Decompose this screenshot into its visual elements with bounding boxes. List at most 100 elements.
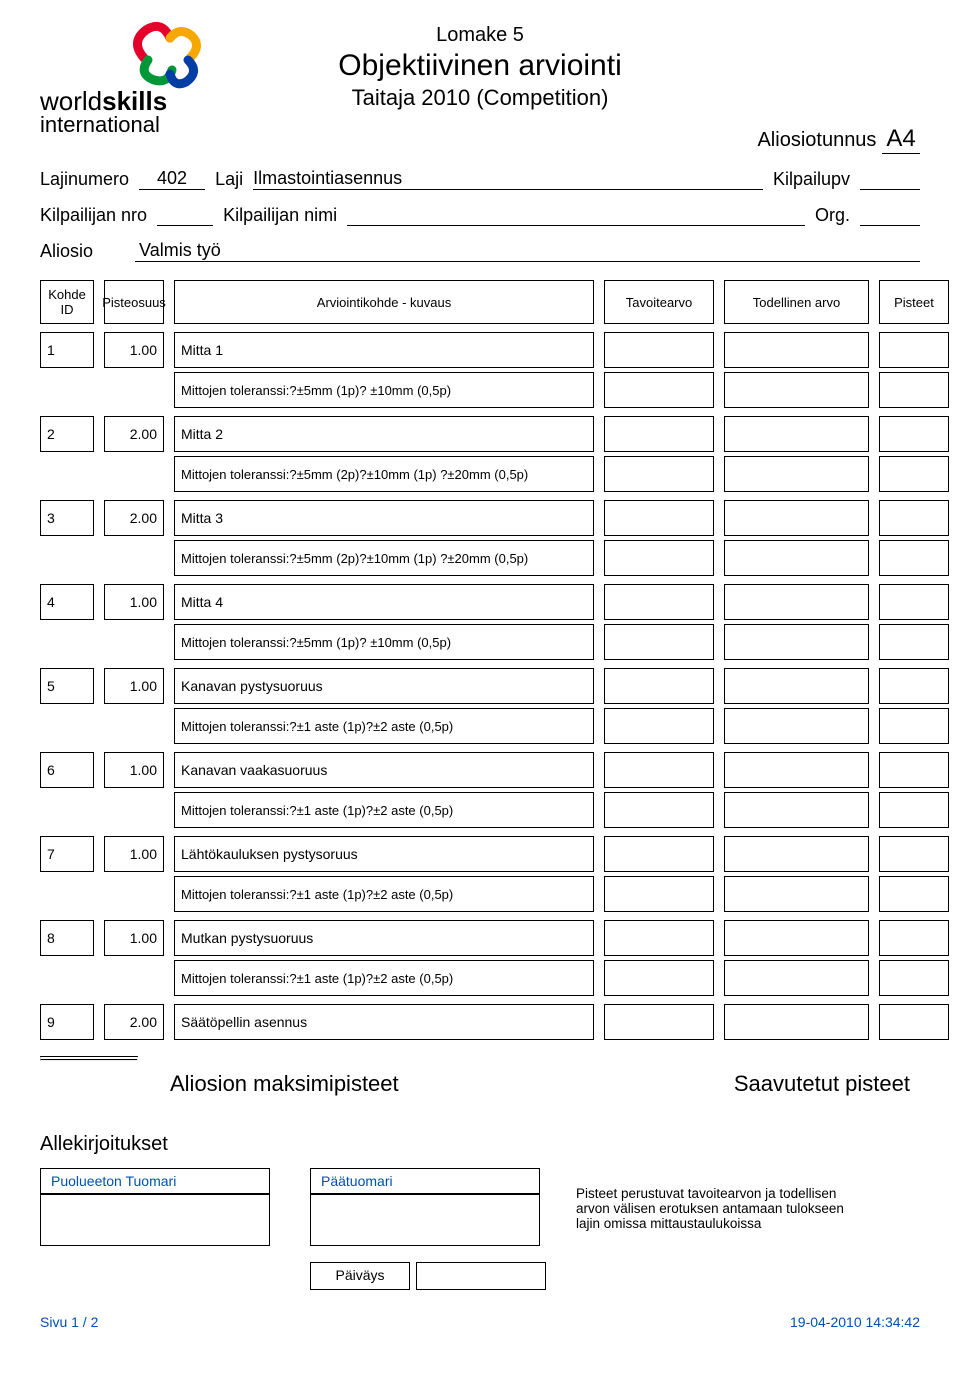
row-pisteet[interactable] <box>879 584 949 620</box>
neutral-judge-field[interactable] <box>40 1194 270 1246</box>
row-todellinen[interactable] <box>724 416 869 452</box>
row-todellinen[interactable] <box>724 752 869 788</box>
subrow-pisteet[interactable] <box>879 624 949 660</box>
subrow-tavoitearvo[interactable] <box>604 540 714 576</box>
totals-row: Aliosion maksimipisteet Saavutetut piste… <box>40 1071 920 1097</box>
assessment-row: 92.00Säätöpellin asennus <box>40 1004 920 1040</box>
row-desc: Kanavan pystysuoruus <box>174 668 594 704</box>
row-tavoitearvo[interactable] <box>604 836 714 872</box>
row-pisteet[interactable] <box>879 668 949 704</box>
aliosio-tunnus-label: Aliosiotunnus <box>757 129 876 151</box>
subrow-tavoitearvo[interactable] <box>604 624 714 660</box>
row-todellinen[interactable] <box>724 668 869 704</box>
laji: Ilmastointiasennus <box>253 168 763 190</box>
row-todellinen[interactable] <box>724 1004 869 1040</box>
row-sub-desc: Mittojen toleranssi:?±5mm (1p)? ±10mm (0… <box>174 372 594 408</box>
assessment-row: 61.00Kanavan vaakasuoruus <box>40 752 920 788</box>
row-id: 8 <box>40 920 94 956</box>
laji-label: Laji <box>215 169 243 190</box>
kilpailijan-nimi-label: Kilpailijan nimi <box>223 205 337 226</box>
row-sub-desc: Mittojen toleranssi:?±1 aste (1p)?±2 ast… <box>174 792 594 828</box>
row-id: 3 <box>40 500 94 536</box>
row-id: 7 <box>40 836 94 872</box>
assessment-grid: Kohde ID Pisteosuus Arviointikohde - kuv… <box>40 280 920 1040</box>
row-tavoitearvo[interactable] <box>604 752 714 788</box>
head-judge-label: Päätuomari <box>310 1168 540 1194</box>
row-tavoitearvo[interactable] <box>604 668 714 704</box>
subrow-pisteet[interactable] <box>879 960 949 996</box>
row-points: 2.00 <box>104 500 164 536</box>
worldskills-logo: worldskills international <box>40 20 250 145</box>
lajinumero: 402 <box>139 168 205 190</box>
subrow-tavoitearvo[interactable] <box>604 876 714 912</box>
row-todellinen[interactable] <box>724 836 869 872</box>
kilpailupv-field[interactable] <box>860 168 920 190</box>
org-field[interactable] <box>860 204 920 226</box>
row-sub-desc: Mittojen toleranssi:?±1 aste (1p)?±2 ast… <box>174 960 594 996</box>
subrow-todellinen[interactable] <box>724 708 869 744</box>
assessment-row: 81.00Mutkan pystysuoruus <box>40 920 920 956</box>
subrow-todellinen[interactable] <box>724 456 869 492</box>
header-row: Kohde ID Pisteosuus Arviointikohde - kuv… <box>40 280 920 324</box>
row-tavoitearvo[interactable] <box>604 584 714 620</box>
row-pisteet[interactable] <box>879 752 949 788</box>
row-id: 5 <box>40 668 94 704</box>
subrow-pisteet[interactable] <box>879 372 949 408</box>
head-judge-col: Päätuomari <box>310 1168 540 1246</box>
row-pisteet[interactable] <box>879 500 949 536</box>
row-pisteet[interactable] <box>879 836 949 872</box>
row-tavoitearvo[interactable] <box>604 920 714 956</box>
scoring-note: Pisteet perustuvat tavoitearvon ja todel… <box>576 1186 866 1231</box>
col-kuvaus: Arviointikohde - kuvaus <box>174 280 594 324</box>
col-kohde-id: Kohde ID <box>40 280 94 324</box>
subrow-todellinen[interactable] <box>724 792 869 828</box>
subrow-tavoitearvo[interactable] <box>604 456 714 492</box>
row-pisteet[interactable] <box>879 1004 949 1040</box>
row-todellinen[interactable] <box>724 584 869 620</box>
subrow-tavoitearvo[interactable] <box>604 372 714 408</box>
subrow-todellinen[interactable] <box>724 960 869 996</box>
assessment-subrow: Mittojen toleranssi:?±1 aste (1p)?±2 ast… <box>40 792 920 828</box>
assessment-row: 71.00Lähtökauluksen pystysoruus <box>40 836 920 872</box>
row-sub-desc: Mittojen toleranssi:?±5mm (2p)?±10mm (1p… <box>174 540 594 576</box>
signatures-section: Allekirjoitukset Puolueeton Tuomari Päät… <box>40 1133 920 1290</box>
achieved-points-label: Saavutetut pisteet <box>734 1071 910 1097</box>
subrow-todellinen[interactable] <box>724 372 869 408</box>
neutral-judge-col: Puolueeton Tuomari <box>40 1168 270 1246</box>
subrow-pisteet[interactable] <box>879 876 949 912</box>
assessment-subrow: Mittojen toleranssi:?±1 aste (1p)?±2 ast… <box>40 876 920 912</box>
subrow-tavoitearvo[interactable] <box>604 708 714 744</box>
assessment-subrow: Mittojen toleranssi:?±5mm (2p)?±10mm (1p… <box>40 540 920 576</box>
subrow-todellinen[interactable] <box>724 540 869 576</box>
subrow-todellinen[interactable] <box>724 624 869 660</box>
row-tavoitearvo[interactable] <box>604 416 714 452</box>
row-todellinen[interactable] <box>724 332 869 368</box>
row-id: 1 <box>40 332 94 368</box>
row-pisteet[interactable] <box>879 416 949 452</box>
row-points: 2.00 <box>104 1004 164 1040</box>
row-pisteet[interactable] <box>879 332 949 368</box>
row-todellinen[interactable] <box>724 500 869 536</box>
row-desc: Mitta 3 <box>174 500 594 536</box>
subrow-pisteet[interactable] <box>879 792 949 828</box>
date-field[interactable] <box>416 1262 546 1290</box>
row-pisteet[interactable] <box>879 920 949 956</box>
col-todellinen: Todellinen arvo <box>724 280 869 324</box>
timestamp: 19-04-2010 14:34:42 <box>790 1314 920 1330</box>
row-tavoitearvo[interactable] <box>604 500 714 536</box>
subrow-tavoitearvo[interactable] <box>604 792 714 828</box>
row-todellinen[interactable] <box>724 920 869 956</box>
subrow-pisteet[interactable] <box>879 456 949 492</box>
row-desc: Kanavan vaakasuoruus <box>174 752 594 788</box>
assessment-row: 22.00Mitta 2 <box>40 416 920 452</box>
row-tavoitearvo[interactable] <box>604 1004 714 1040</box>
kilpailijan-nro-field[interactable] <box>157 204 213 226</box>
head-judge-field[interactable] <box>310 1194 540 1246</box>
subrow-todellinen[interactable] <box>724 876 869 912</box>
row-tavoitearvo[interactable] <box>604 332 714 368</box>
subrow-pisteet[interactable] <box>879 540 949 576</box>
subrow-tavoitearvo[interactable] <box>604 960 714 996</box>
subrow-pisteet[interactable] <box>879 708 949 744</box>
aliosio-tunnus: A4 <box>882 125 920 154</box>
kilpailijan-nimi-field[interactable] <box>347 204 805 226</box>
